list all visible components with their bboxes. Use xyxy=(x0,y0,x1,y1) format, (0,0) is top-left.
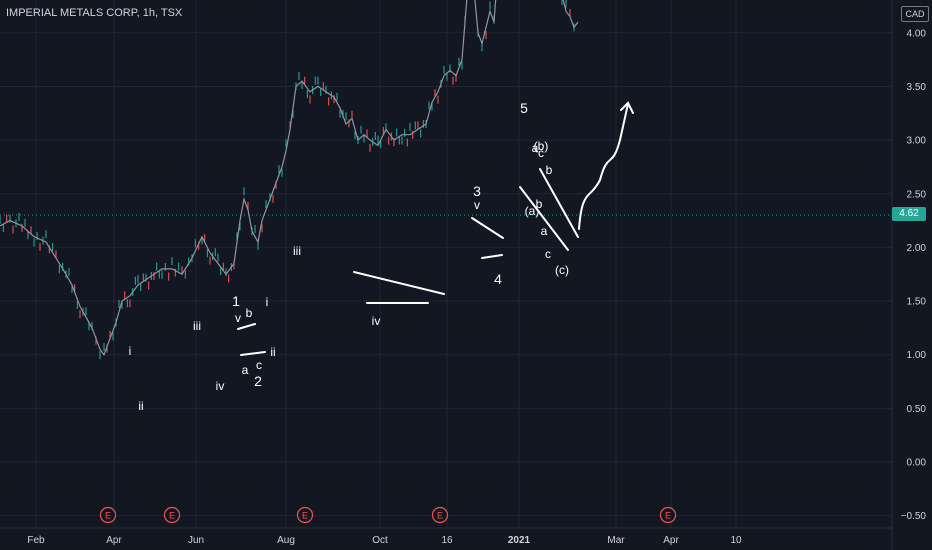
x-tick-label: Mar xyxy=(607,535,625,546)
trendline xyxy=(519,186,569,251)
trendline xyxy=(240,351,266,356)
y-tick-label: 1.50 xyxy=(907,297,927,308)
last-price-tag: 4.62 xyxy=(892,207,926,221)
wave-label: iii xyxy=(193,319,201,333)
chart-title: IMPERIAL METALS CORP, 1h, TSX xyxy=(6,7,183,19)
elliott-wave-drawings xyxy=(237,101,634,356)
wave-label: 4 xyxy=(494,271,502,287)
earnings-marker xyxy=(659,506,677,524)
x-tick-label: Apr xyxy=(106,535,122,546)
trendline xyxy=(237,323,256,330)
x-tick-label: Aug xyxy=(277,535,295,546)
wave-label: c xyxy=(538,146,544,160)
y-tick-label: 4.00 xyxy=(907,28,927,39)
wave-label: c xyxy=(545,247,551,261)
wave-label: a xyxy=(541,224,548,238)
earnings-marker xyxy=(296,506,314,524)
wave-label: b xyxy=(536,197,543,211)
wave-label: a xyxy=(532,141,539,155)
trendline xyxy=(539,168,579,238)
wave-label: iv xyxy=(372,314,381,328)
earnings-marker xyxy=(431,506,449,524)
x-tick-label: Jun xyxy=(188,535,204,546)
x-tick-label: Oct xyxy=(372,535,388,546)
earnings-marker xyxy=(163,506,181,524)
y-tick-label: 1.00 xyxy=(907,350,927,361)
earnings-marker-label: E xyxy=(437,511,443,521)
wave-label: b xyxy=(546,163,553,177)
projection-arrow-head xyxy=(620,101,634,114)
wave-label: iii xyxy=(293,244,301,258)
y-tick-label: 0.00 xyxy=(907,458,927,469)
wave-label: 3 xyxy=(473,183,481,199)
wave-label: ii xyxy=(270,345,275,359)
earnings-marker-label: E xyxy=(665,511,671,521)
wave-label: 1 xyxy=(232,293,240,309)
y-tick-label: −0.50 xyxy=(901,511,927,522)
wave-label: iv xyxy=(216,379,225,393)
wave-label: ii xyxy=(138,399,143,413)
y-tick-label: 0.50 xyxy=(907,404,927,415)
earnings-marker-label: E xyxy=(169,511,175,521)
wave-label: (a) xyxy=(525,204,540,218)
x-tick-label: 2021 xyxy=(508,535,531,546)
earnings-marker xyxy=(99,506,117,524)
y-tick-label: 2.00 xyxy=(907,243,927,254)
wave-label: v xyxy=(235,311,241,325)
y-tick-label: 3.50 xyxy=(907,82,927,93)
y-tick-label: 2.50 xyxy=(907,189,927,200)
wave-label: b xyxy=(246,306,253,320)
wave-label: 5 xyxy=(520,100,528,116)
wave-label: 2 xyxy=(254,373,262,389)
y-axis: 8.508.007.507.006.506.005.505.004.504.00… xyxy=(891,0,927,550)
earnings-marker-label: E xyxy=(302,511,308,521)
wave-label: (b) xyxy=(534,139,549,153)
price-candles xyxy=(0,0,575,360)
x-tick-label: Feb xyxy=(27,535,45,546)
wave-label: v xyxy=(474,198,480,212)
wave-label: (c) xyxy=(555,263,569,277)
x-axis: Feb Apr Jun Aug Oct 16 2021 Mar Apr 10 xyxy=(0,527,892,546)
currency-badge[interactable]: CAD xyxy=(901,6,929,22)
trendline xyxy=(471,217,504,239)
chart-grid xyxy=(0,0,892,528)
wave-label: i xyxy=(266,295,269,309)
x-tick-label: 10 xyxy=(730,535,742,546)
y-tick-label: 3.00 xyxy=(907,136,927,147)
trendline xyxy=(353,271,445,295)
wave-label: a xyxy=(242,363,249,377)
x-tick-label: Apr xyxy=(663,535,679,546)
x-tick-label: 16 xyxy=(441,535,453,546)
trendline xyxy=(481,254,503,259)
wave-label: c xyxy=(256,358,262,372)
price-series-line xyxy=(0,0,579,356)
earnings-marker-label: E xyxy=(105,511,111,521)
wave-label: i xyxy=(129,344,132,358)
projection-arrow xyxy=(578,103,629,230)
